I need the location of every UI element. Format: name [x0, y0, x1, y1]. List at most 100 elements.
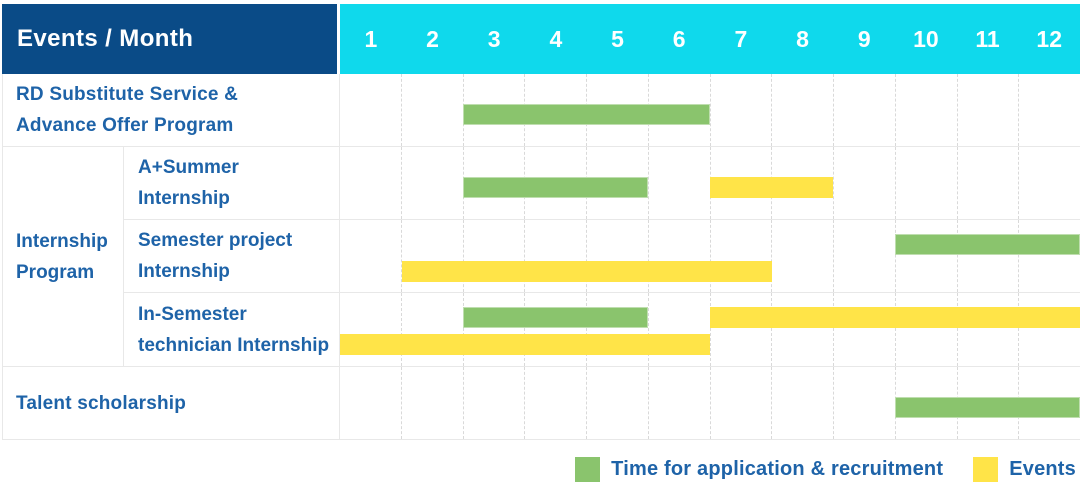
- table-row: A+Summer Internship: [124, 147, 1080, 220]
- group-row: Internship Program A+Summer Internship Semes…: [3, 147, 1080, 367]
- month-label-3: 3: [487, 25, 501, 52]
- month-label-1: 1: [364, 25, 378, 52]
- month-gridline-cell: [462, 293, 525, 366]
- month-gridline-cell: [340, 293, 401, 366]
- row-chart-area: [340, 74, 1080, 146]
- month-label-11: 11: [975, 25, 1000, 52]
- month-label-2: 2: [426, 25, 439, 52]
- month-gridline-cell: [462, 220, 525, 292]
- row-label: In-Semester technician Internship: [124, 293, 340, 366]
- month-gridline-cell: [647, 220, 710, 292]
- month-label-5: 5: [611, 25, 624, 52]
- month-gridline-cell: [340, 74, 401, 146]
- month-gridline-cell: [709, 293, 772, 366]
- month-gridlines: [340, 74, 1080, 146]
- row-label: RD Substitute Service & Advance Offer Pro…: [3, 74, 340, 146]
- month-gridline-cell: [400, 74, 463, 146]
- legend-label-events: Events: [1009, 457, 1076, 480]
- legend: Time for application & recruitment Event…: [557, 452, 1076, 486]
- month-label-8: 8: [796, 25, 809, 52]
- table-row: RD Substitute Service & Advance Offer Pro…: [3, 74, 1080, 147]
- month-gridline-cell: [709, 367, 772, 439]
- month-gridline-cell: [524, 367, 586, 439]
- row-chart-area: [340, 220, 1080, 292]
- month-gridline-cell: [400, 147, 463, 219]
- month-gridlines: [340, 220, 1080, 292]
- row-label-line: A+Summer: [138, 157, 239, 178]
- month-label-6: 6: [672, 25, 686, 52]
- recruitment-swatch-icon: [575, 456, 601, 482]
- month-gridline-cell: [956, 220, 1019, 292]
- header-title-cell: Events / Month: [2, 4, 340, 74]
- gantt-body: RD Substitute Service & Advance Offer Pro…: [2, 74, 1080, 440]
- month-gridline-cell: [894, 220, 957, 292]
- row-label-line: Internship: [16, 230, 108, 252]
- month-gridline-cell: [400, 367, 463, 439]
- recruitment-bar: [895, 397, 1080, 418]
- month-gridline-cell: [462, 367, 525, 439]
- month-gridline-cell: [647, 293, 710, 366]
- row-label-line: Talent scholarship: [16, 392, 187, 414]
- month-gridline-cell: [647, 147, 710, 219]
- row-chart-area: [340, 293, 1080, 366]
- month-gridline-cell: [1018, 220, 1080, 292]
- row-label: A+Summer Internship: [124, 147, 340, 219]
- month-gridline-cell: [771, 74, 833, 146]
- month-gridline-cell: [771, 367, 833, 439]
- month-gridline-cell: [1018, 74, 1080, 146]
- month-gridline-cell: [771, 220, 833, 292]
- month-gridline-cell: [340, 147, 401, 219]
- month-gridline-cell: [586, 220, 648, 292]
- row-label: Semester project Internship: [124, 220, 340, 292]
- group-subrows: A+Summer Internship Semester project Intern…: [124, 147, 1080, 366]
- month-gridline-cell: [400, 293, 463, 366]
- recruitment-bar: [463, 177, 649, 198]
- month-gridline-cell: [771, 293, 833, 366]
- month-gridlines: [340, 293, 1080, 366]
- month-gridline-cell: [894, 147, 957, 219]
- row-label-line: RD Substitute Service &: [16, 84, 239, 105]
- row-label-line: Semester project: [138, 230, 293, 251]
- table-row: In-Semester technician Internship: [124, 293, 1080, 366]
- month-label-12: 12: [1036, 25, 1063, 52]
- legend-item-recruitment: Time for application & recruitment: [575, 456, 944, 482]
- legend-label-recruitment: Time for application & recruitment: [611, 457, 944, 480]
- month-gridline-cell: [340, 367, 401, 439]
- month-gridline-cell: [956, 74, 1019, 146]
- month-gridline-cell: [709, 147, 772, 219]
- events-swatch-icon: [973, 456, 999, 482]
- events-bar: [340, 334, 710, 355]
- month-gridline-cell: [833, 147, 895, 219]
- month-gridline-cell: [586, 367, 648, 439]
- month-label-9: 9: [857, 25, 871, 52]
- row-chart-area: [340, 367, 1080, 439]
- month-gridline-cell: [524, 220, 586, 292]
- month-gridline-cell: [462, 74, 525, 146]
- row-label-line: Program: [16, 261, 95, 283]
- month-gridline-cell: [833, 74, 895, 146]
- events-bar: [710, 177, 834, 198]
- month-gridline-cell: [462, 147, 525, 219]
- table-row: Semester project Internship: [124, 220, 1080, 293]
- month-gridline-cell: [833, 220, 895, 292]
- month-gridline-cell: [400, 220, 463, 292]
- month-gridline-cell: [894, 74, 957, 146]
- month-gridline-cell: [956, 293, 1019, 366]
- month-gridline-cell: [647, 367, 710, 439]
- row-label-line: Internship: [138, 261, 230, 282]
- month-gridline-cell: [833, 293, 895, 366]
- month-gridline-cell: [709, 74, 772, 146]
- events-bar: [710, 307, 1080, 328]
- month-gridline-cell: [340, 220, 401, 292]
- month-gridline-cell: [956, 147, 1019, 219]
- recruitment-bar: [463, 307, 649, 328]
- recruitment-bar: [895, 234, 1080, 255]
- recruitment-bar: [463, 104, 710, 125]
- month-gridline-cell: [709, 220, 772, 292]
- events-bar: [401, 261, 772, 282]
- month-gridline-cell: [586, 293, 648, 366]
- row-label-line: In-Semester: [138, 303, 247, 325]
- month-gridline-cell: [1018, 147, 1080, 219]
- row-chart-area: [340, 147, 1080, 219]
- row-label-line: technician Internship: [138, 334, 330, 356]
